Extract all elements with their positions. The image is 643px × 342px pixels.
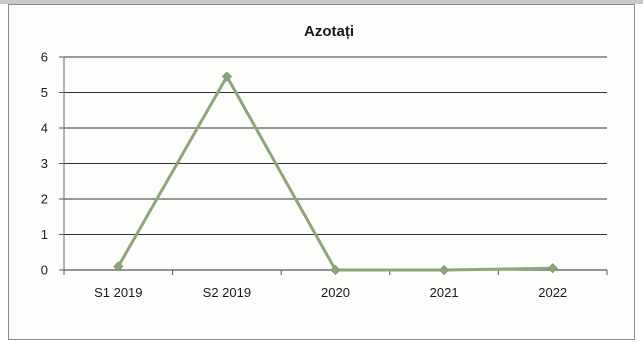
y-tick-label-3: 3 (41, 156, 48, 171)
x-tick-label-2: 2020 (321, 285, 350, 300)
data-point-0-3 (439, 264, 450, 276)
series-line-0 (116, 75, 555, 272)
axis-layer (59, 56, 608, 275)
series-layer (113, 71, 558, 276)
y-tick-label-5: 5 (41, 85, 48, 100)
data-point-0-4 (547, 263, 558, 274)
y-tick-label-4: 4 (41, 121, 48, 136)
label-layer: 0 1 2 3 4 5 6 S1 2019 S2 2019 2020 2021 2022 (41, 50, 567, 301)
y-tick-label-1: 1 (41, 227, 48, 242)
data-point-0-0 (113, 261, 124, 272)
y-tick-label-2: 2 (41, 192, 48, 207)
y-tick-label-0: 0 (41, 263, 48, 278)
grid-layer (64, 56, 607, 235)
data-point-0-2 (330, 264, 341, 276)
y-tick-label-6: 6 (41, 50, 48, 65)
x-tick-label-0: S1 2019 (94, 285, 142, 300)
x-tick-label-4: 2022 (538, 285, 567, 300)
x-tick-label-1: S2 2019 (203, 285, 251, 300)
scan-edge (0, 0, 643, 4)
x-tick-label-3: 2021 (430, 285, 459, 300)
data-point-0-1 (221, 71, 232, 82)
chart-title: Azotați (304, 23, 354, 40)
chart-frame (8, 4, 635, 340)
